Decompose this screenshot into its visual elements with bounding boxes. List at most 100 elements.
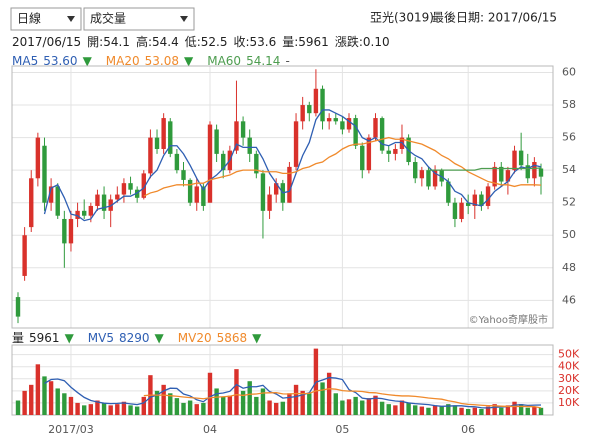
quote-field: 收:53.6 [233,35,276,49]
candle-body [267,194,272,211]
volume-bar [280,401,286,415]
dropdown-text[interactable]: 成交量 [90,11,126,26]
volume-bar [101,402,107,415]
legend-value: 8290 [119,331,150,345]
volume-bar [115,404,120,415]
legend-trend: ▼ [83,54,93,68]
average-line [44,376,542,409]
volume-bar [82,405,87,415]
candle-body [148,137,153,174]
candle-body [379,118,385,151]
candle-body [512,150,517,171]
volume-bar [128,405,133,415]
candle-body [340,121,345,130]
legend-value: 54.14 [246,54,280,68]
candle-body [260,173,266,211]
y-tick-label: 50 [562,228,576,241]
legend-value: 5868 [217,331,248,345]
candle-body [214,129,219,154]
volume-bar [406,402,411,415]
candle-body [485,186,491,206]
volume-bar [465,408,471,415]
legend-name: MV5 [88,331,114,345]
candle-body [29,178,34,228]
volume-bar [75,402,80,415]
candle-body [134,189,140,198]
y-tick-label: 40K [558,360,580,373]
volume-bar [240,390,246,415]
candle-body [353,118,358,146]
candle-body [446,181,451,203]
volume-bar [134,406,140,415]
candle-body [221,153,226,171]
volume-bar [254,396,259,415]
volume-bar [48,381,54,415]
candle-body [459,202,464,219]
candle-body [307,105,312,114]
volume-bar [307,393,312,415]
x-tick-label: 2017/03 [48,423,94,436]
candle-body [452,202,458,219]
quote-date: 2017/06/15 [12,35,81,49]
y-tick-label: 50K [558,348,580,361]
average-line [143,136,542,197]
quote-field: 低:52.5 [185,34,228,49]
quote-field: 量:5961 [282,35,329,49]
legend-value: 53.08 [145,54,179,68]
volume-bar [518,404,524,415]
candle-body [121,183,127,195]
volume-bar [439,406,444,415]
dropdown-box[interactable] [10,7,82,31]
candle-body [68,218,74,244]
legend-trend: ▼ [155,331,165,345]
candle-body [254,153,259,174]
y-tick-label: 46 [562,293,576,306]
dropdown-box[interactable] [83,7,195,31]
interval-dropdown[interactable]: 日線 [10,7,82,31]
y-tick-label: 56 [562,131,576,144]
y-tick-label: 60 [562,66,576,79]
volume-bar [459,407,464,415]
volume-bar [174,398,180,415]
indicator-dropdown[interactable]: 成交量 [83,7,195,31]
candle-body [88,205,94,216]
volume-bar [154,390,160,415]
candle-body [492,166,497,187]
volume-bar [62,393,67,415]
candle-body [141,173,146,198]
volume-bar [485,406,491,415]
candle-body [75,210,80,219]
candle-body [207,124,213,203]
quote-info: 2017/06/15 開:54.1 高:54.4 低:52.5 收:53.6 量:5961… [12,34,390,49]
volume-bar [68,396,74,415]
volume-bar [121,401,127,415]
candle-body [360,145,365,171]
volume-bar [214,388,219,415]
volume-bar [273,402,279,415]
volume-bar [326,372,332,415]
candle-body [240,121,246,138]
candle-body [426,170,431,187]
candle-body [300,105,305,122]
candle-body [48,186,54,203]
panel-frame [11,65,554,329]
candle-body [247,137,252,154]
volume-bar [194,404,199,415]
x-tick-label: 05 [335,423,349,436]
dropdown-arrow[interactable] [180,16,188,22]
volume-bar [108,405,113,415]
dropdown-text[interactable]: 日線 [17,11,41,26]
candle-body [181,170,186,180]
dropdown-arrow[interactable] [67,16,75,22]
volume-bar [207,372,213,415]
candle-body [313,88,319,114]
y-tick-label: 10K [558,396,580,409]
legend-trend: ▼ [65,331,75,345]
y-tick-label: 54 [562,163,576,176]
candle-body [293,121,299,167]
volume-bar [499,407,504,415]
average-line [143,388,542,409]
